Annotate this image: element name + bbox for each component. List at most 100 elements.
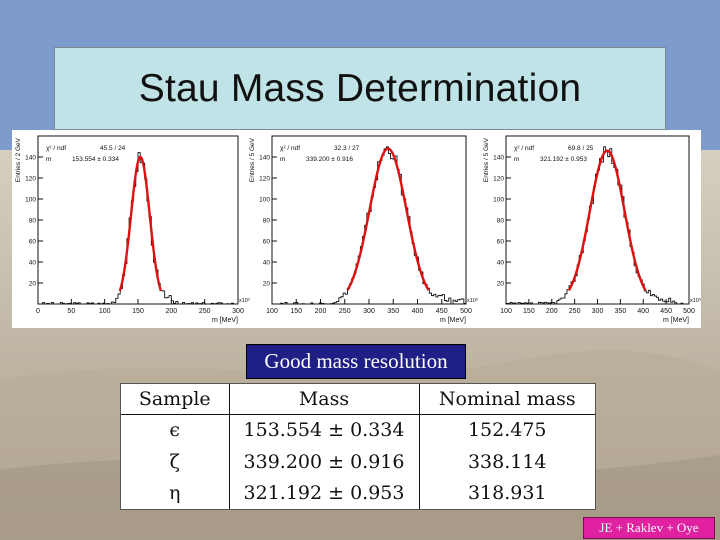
x-tick-label: 450 <box>436 308 448 315</box>
table-row: η 321.192 ± 0.953 318.931 <box>121 477 595 509</box>
header-mass: Mass <box>229 384 420 415</box>
stats-chi2-value: 45.5 / 24 <box>100 145 126 152</box>
y-axis-label: Entries / 5 GeV <box>483 137 490 182</box>
histogram-svg-3: 20 40 60 80 100 120 140 100 150 200 250 300 350 400 45… <box>483 135 701 324</box>
y-axis-label: Entries / 5 GeV <box>249 137 256 182</box>
histogram-series <box>506 146 689 305</box>
x-tick-label: 250 <box>199 308 211 315</box>
x-tick-label: 500 <box>460 308 472 315</box>
histogram-plot-1: 20 40 60 80 100 120 140 0 50 100 150 200 250 300 x10³ m… <box>12 130 250 328</box>
histogram-svg-2: 20 40 60 80 100 120 140 100 150 200 250 300 350 400 45… <box>249 135 478 324</box>
stats-mass-label: m <box>46 156 51 163</box>
y-tick-label: 20 <box>263 281 271 288</box>
fit-curve <box>346 147 430 291</box>
cell-mass: 339.200 ± 0.916 <box>229 446 420 478</box>
x-axis-label: m [MeV] <box>663 317 689 324</box>
cell-mass: 153.554 ± 0.334 <box>229 414 420 447</box>
stats-chi2-value: 69.8 / 25 <box>568 145 594 152</box>
y-tick-label: 120 <box>259 176 270 183</box>
x-tick-label: 150 <box>290 308 302 315</box>
y-tick-label: 60 <box>263 239 271 246</box>
cell-sample: ζ <box>121 446 230 478</box>
stats-chi2-label: χ² / ndf <box>46 145 66 152</box>
y-tick-label: 100 <box>493 197 504 204</box>
y-tick-label: 40 <box>263 260 271 267</box>
table-header-row: Sample Mass Nominal mass <box>121 384 595 415</box>
y-tick-label: 140 <box>493 155 504 162</box>
mass-table: Sample Mass Nominal mass ϵ 153.554 ± 0.3… <box>121 384 595 509</box>
caption-box: Good mass resolution <box>246 344 466 379</box>
cell-mass: 321.192 ± 0.953 <box>229 477 420 509</box>
x-tick-label: 300 <box>592 308 604 315</box>
y-tick-label: 100 <box>25 197 36 204</box>
y-tick-label: 100 <box>259 197 270 204</box>
plot-frame <box>271 135 467 305</box>
x-tick-label: 450 <box>660 308 672 315</box>
cell-nominal-mass: 318.931 <box>467 482 547 505</box>
x-tick-label: 250 <box>569 308 581 315</box>
x-tick-label: 350 <box>387 308 399 315</box>
x-tick-label: 100 <box>500 308 512 315</box>
cell-sample: ϵ <box>121 414 230 447</box>
x-tick-label: 0 <box>36 308 40 315</box>
fit-curve <box>118 155 163 292</box>
stats-mass-label: m <box>514 156 519 163</box>
header-nominal-mass: Nominal mass <box>419 384 595 415</box>
x-tick-label: 400 <box>412 308 424 315</box>
table-row: ζ 339.200 ± 0.916 338.114 <box>121 446 595 478</box>
cell-sample: η <box>121 477 230 509</box>
y-tick-label: 40 <box>29 260 37 267</box>
footer-badge: JE + Raklev + Oye <box>583 517 715 539</box>
stats-chi2-label: χ² / ndf <box>280 145 300 152</box>
y-tick-label: 140 <box>25 155 36 162</box>
footer-text: JE + Raklev + Oye <box>599 520 699 535</box>
histogram-plot-2: 20 40 60 80 100 120 140 100 150 200 250 300 350 400 45… <box>246 130 478 328</box>
y-tick-label: 60 <box>497 239 505 246</box>
stats-chi2-value: 32.3 / 27 <box>334 145 360 152</box>
header-sample: Sample <box>121 384 230 415</box>
x-axis-label: m [MeV] <box>212 317 238 324</box>
y-tick-label: 40 <box>497 260 505 267</box>
cell-nominal-mass: 152.475 <box>467 419 547 442</box>
y-tick-label: 120 <box>493 176 504 183</box>
slide-title: Stau Mass Determination <box>138 66 582 110</box>
y-tick-label: 80 <box>497 218 505 225</box>
y-tick-label: 20 <box>497 281 505 288</box>
y-tick-label: 140 <box>259 155 270 162</box>
y-tick-label: 80 <box>263 218 271 225</box>
x-multiplier: x10³ <box>239 298 250 304</box>
stats-chi2-label: χ² / ndf <box>514 145 534 152</box>
x-tick-label: 100 <box>99 308 111 315</box>
x-tick-label: 100 <box>266 308 278 315</box>
y-tick-label: 120 <box>25 176 36 183</box>
x-tick-label: 150 <box>132 308 144 315</box>
stats-mass-value: 321.192 ± 0.953 <box>540 156 587 163</box>
y-axis-label: Entries / 2 GeV <box>15 137 22 182</box>
x-tick-label: 500 <box>683 308 695 315</box>
x-tick-label: 200 <box>315 308 327 315</box>
x-tick-label: 200 <box>546 308 558 315</box>
histogram-series <box>38 152 238 305</box>
x-tick-label: 150 <box>523 308 535 315</box>
table-row: ϵ 153.554 ± 0.334 152.475 <box>121 414 595 447</box>
x-tick-label: 350 <box>615 308 627 315</box>
fit-curve <box>567 149 647 291</box>
y-tick-label: 20 <box>29 281 37 288</box>
y-tick-label: 80 <box>29 218 37 225</box>
x-axis-label: m [MeV] <box>440 317 466 324</box>
histogram-plots: 20 40 60 80 100 120 140 0 50 100 150 200 250 300 x10³ m… <box>12 130 701 328</box>
x-tick-label: 400 <box>637 308 649 315</box>
histogram-svg-1: 20 40 60 80 100 120 140 0 50 100 150 200 250 300 x10³ m… <box>15 135 250 324</box>
x-multiplier: x10³ <box>467 298 478 304</box>
plot-frame <box>505 135 690 305</box>
x-tick-label: 300 <box>363 308 375 315</box>
x-tick-label: 200 <box>165 308 177 315</box>
cell-nominal-mass: 338.114 <box>467 450 547 473</box>
stats-mass-value: 153.554 ± 0.334 <box>72 156 119 163</box>
x-tick-label: 300 <box>232 308 244 315</box>
y-tick-label: 60 <box>29 239 37 246</box>
title-box: Stau Mass Determination <box>54 47 666 130</box>
histogram-plot-3: 20 40 60 80 100 120 140 100 150 200 250 300 350 400 45… <box>480 130 701 328</box>
results-table: Sample Mass Nominal mass ϵ 153.554 ± 0.3… <box>120 383 596 510</box>
caption-text: Good mass resolution <box>264 349 448 373</box>
